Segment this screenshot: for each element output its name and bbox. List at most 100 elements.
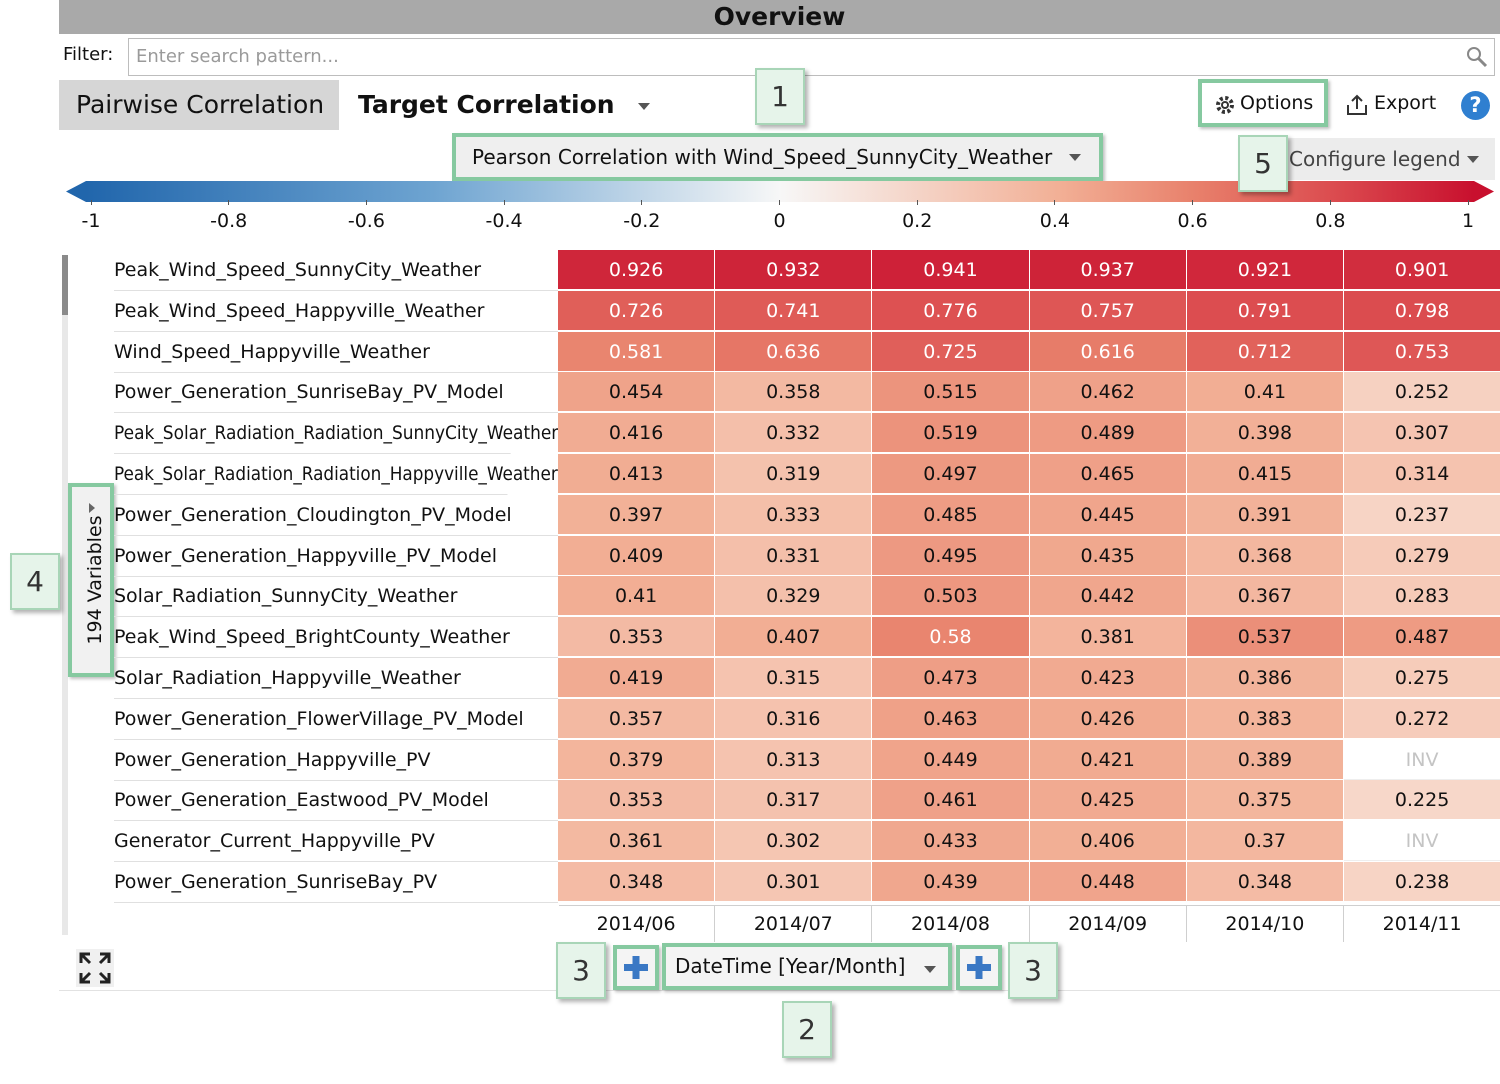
legend-tick [1467,200,1469,205]
export-button[interactable]: Export [1338,83,1442,127]
legend-tick-label: -0.2 [623,210,661,232]
legend-tick-label: 0.6 [1177,210,1208,232]
heat-cell: 0.391 [1186,494,1344,535]
legend-arrows [66,181,1494,202]
measure-selector[interactable]: Pearson Correlation with Wind_Speed_Sunn… [452,133,1103,181]
tab[interactable]: Pairwise Correlation [59,80,339,130]
heat-cell: INV [1344,739,1500,780]
heat-cell: 0.725 [872,331,1030,372]
heat-cell: 0.238 [1344,862,1500,902]
title-bar: Overview [59,0,1500,34]
variables-label: 194 Variables [84,515,106,645]
heat-cell: 0.932 [715,250,873,290]
measure-label: Pearson Correlation with Wind_Speed_Sunn… [472,145,1053,169]
scrollbar[interactable] [62,255,68,935]
heat-cell: 0.461 [872,780,1030,821]
heat-cell: 0.397 [558,494,716,535]
callout: 4 [10,553,60,610]
variables-panel[interactable]: 194 Variables [68,483,114,677]
heat-cell: 0.361 [558,821,716,862]
heat-cell: 0.283 [1344,576,1500,617]
heat-cell: 0.406 [1029,821,1187,862]
column-header: 2014/10 [1187,906,1344,942]
heat-cell: 0.329 [715,576,873,617]
column-axis-selector[interactable]: DateTime [Year/Month] [662,943,952,990]
heat-cell: 0.537 [1186,617,1344,658]
row-label: Generator_Current_Happyville_PV [114,821,558,863]
heat-cell: 0.379 [558,739,716,780]
heat-cell: 0.225 [1344,780,1500,821]
dropdown-caret [1467,156,1479,163]
bottom-border [59,990,1500,991]
column-axis-label: DateTime [Year/Month] [675,954,906,978]
row-label: Peak_Wind_Speed_SunnyCity_Weather [114,250,558,291]
options-button[interactable]: Options [1198,79,1328,127]
heat-cell: 0.489 [1029,413,1187,454]
legend-tick-label: -0.8 [210,210,248,232]
export-icon [1347,94,1367,115]
add-right-button[interactable] [956,945,1002,990]
dropdown-caret [1069,154,1081,161]
callout: 5 [1238,135,1288,192]
row-label: Peak_Solar_Radiation_Radiation_Happyvill… [114,454,558,495]
heat-cell: 0.353 [558,780,716,821]
heat-cell: 0.741 [715,290,873,331]
legend-tick [90,200,92,205]
heat-cell: 0.301 [715,862,873,902]
heat-cell: 0.237 [1344,494,1500,535]
heat-cell: 0.495 [872,535,1030,576]
heat-cell: 0.791 [1186,290,1344,331]
legend-tick [1192,200,1194,205]
legend-tick [1329,200,1331,205]
dropdown-caret [638,103,650,110]
tab-active[interactable]: Target Correlation [341,80,671,130]
dropdown-caret [924,966,936,973]
legend-tick [365,200,367,205]
heat-cell: 0.319 [715,454,873,494]
legend-tick [641,200,643,205]
heat-cell: 0.503 [872,576,1030,617]
legend-tick [503,200,505,205]
heat-cell: 0.426 [1029,698,1187,739]
callout: 3 [556,942,606,999]
export-label: Export [1374,92,1437,114]
heat-cell: 0.58 [872,617,1030,658]
color-legend [86,181,1474,202]
heat-cell: 0.398 [1186,413,1344,454]
row-label: Peak_Wind_Speed_BrightCounty_Weather [114,617,558,659]
heat-cell: 0.487 [1344,617,1500,658]
heat-cell: 0.581 [558,331,716,372]
heat-cell: 0.515 [872,372,1030,413]
heat-cell: 0.439 [872,862,1030,902]
legend-tick-label: 0.4 [1039,210,1070,232]
row-label: Solar_Radiation_SunnyCity_Weather [114,576,558,618]
callout: 1 [755,68,805,125]
heat-cell: 0.307 [1344,413,1500,454]
heat-cell: 0.485 [872,494,1030,535]
scroll-thumb[interactable] [62,255,68,315]
heat-cell: 0.435 [1029,535,1187,576]
heat-cell: 0.712 [1186,331,1344,372]
callout: 3 [1008,942,1058,999]
heat-cell: INV [1344,821,1500,862]
heat-cell: 0.272 [1344,698,1500,739]
heat-cell: 0.636 [715,331,873,372]
fullscreen-icon[interactable] [76,949,114,987]
configure-legend[interactable]: Configure legend [1285,138,1495,180]
add-left-button[interactable] [613,945,659,990]
plus-icon [967,956,991,979]
legend-tick-label: 0.8 [1315,210,1346,232]
heat-cell: 0.449 [872,739,1030,780]
heat-cell: 0.386 [1186,658,1344,698]
heat-cell: 0.37 [1186,821,1344,862]
heat-cell: 0.454 [558,372,716,413]
heat-cell: 0.941 [872,250,1030,290]
heat-cell: 0.921 [1186,250,1344,290]
help-button[interactable]: ? [1461,91,1490,120]
filter-input[interactable]: Enter search pattern... [128,38,1495,76]
heat-cell: 0.357 [558,698,716,739]
legend-tick-label: -0.4 [485,210,523,232]
heat-cell: 0.348 [558,862,716,902]
heat-cell: 0.497 [872,454,1030,494]
